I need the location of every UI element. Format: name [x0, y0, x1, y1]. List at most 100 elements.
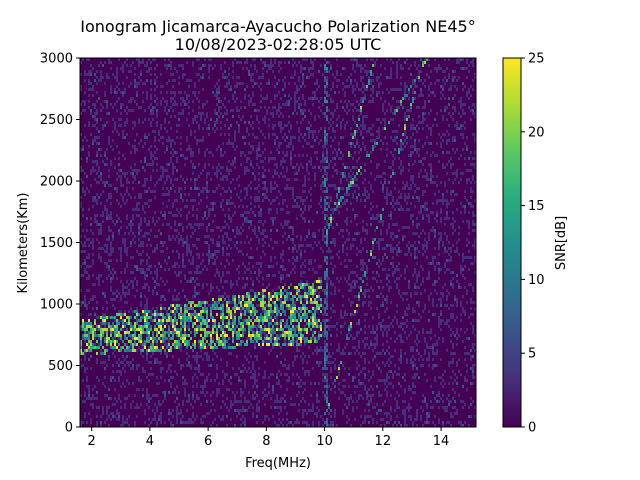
- heatmap-cell: [126, 355, 128, 358]
- heatmap-cell: [304, 343, 306, 346]
- heatmap-cell: [236, 226, 238, 229]
- heatmap-cell: [224, 190, 226, 193]
- heatmap-cell: [158, 331, 160, 334]
- heatmap-cell: [218, 169, 220, 172]
- heatmap-cell: [122, 67, 124, 70]
- heatmap-cell: [162, 169, 164, 172]
- heatmap-cell: [312, 421, 314, 424]
- heatmap-cell: [224, 376, 226, 379]
- heatmap-cell: [102, 220, 104, 223]
- heatmap-cell: [92, 247, 94, 250]
- heatmap-cell: [80, 88, 82, 91]
- heatmap-cell: [294, 136, 296, 139]
- heatmap-cell: [194, 271, 196, 274]
- heatmap-cell: [290, 298, 292, 301]
- heatmap-cell: [212, 127, 214, 130]
- heatmap-cell: [258, 148, 260, 151]
- heatmap-cell: [218, 298, 220, 301]
- heatmap-cell: [128, 232, 130, 235]
- heatmap-cell: [252, 325, 254, 328]
- heatmap-cell: [314, 58, 316, 61]
- heatmap-cell: [332, 241, 334, 244]
- heatmap-cell: [94, 328, 96, 331]
- heatmap-cell: [148, 394, 150, 397]
- heatmap-cell: [216, 82, 218, 85]
- heatmap-cell: [274, 61, 276, 64]
- heatmap-cell: [296, 178, 298, 181]
- heatmap-cell: [326, 400, 328, 403]
- heatmap-cell: [216, 334, 218, 337]
- heatmap-cell: [324, 169, 326, 172]
- heatmap-cell: [250, 310, 252, 313]
- heatmap-cell: [206, 115, 208, 118]
- heatmap-cell: [98, 316, 100, 319]
- heatmap-cell: [184, 334, 186, 337]
- heatmap-cell: [308, 310, 310, 313]
- heatmap-cell: [240, 388, 242, 391]
- heatmap-cell: [322, 424, 324, 427]
- heatmap-cell: [174, 79, 176, 82]
- heatmap-cell: [276, 397, 278, 400]
- heatmap-cell: [220, 298, 222, 301]
- heatmap-cell: [176, 295, 178, 298]
- heatmap-cell: [190, 148, 192, 151]
- heatmap-cell: [246, 340, 248, 343]
- heatmap-cell: [328, 226, 330, 229]
- heatmap-cell: [120, 406, 122, 409]
- heatmap-cell: [254, 175, 256, 178]
- heatmap-cell: [220, 67, 222, 70]
- heatmap-cell: [194, 400, 196, 403]
- heatmap-cell: [190, 130, 192, 133]
- heatmap-cell: [272, 187, 274, 190]
- heatmap-cell: [280, 313, 282, 316]
- heatmap-cell: [312, 301, 314, 304]
- heatmap-cell: [252, 364, 254, 367]
- heatmap-cell: [228, 199, 230, 202]
- heatmap-cell: [316, 151, 318, 154]
- heatmap-cell: [114, 331, 116, 334]
- heatmap-cell: [164, 100, 166, 103]
- heatmap-cell: [330, 118, 332, 121]
- heatmap-cell: [144, 274, 146, 277]
- heatmap-cell: [258, 334, 260, 337]
- heatmap-cell: [160, 241, 162, 244]
- heatmap-cell: [280, 130, 282, 133]
- heatmap-cell: [242, 214, 244, 217]
- heatmap-cell: [190, 154, 192, 157]
- heatmap-cell: [264, 61, 266, 64]
- heatmap-cell: [104, 385, 106, 388]
- heatmap-cell: [180, 328, 182, 331]
- heatmap-cell: [304, 373, 306, 376]
- heatmap-cell: [84, 79, 86, 82]
- heatmap-cell: [298, 313, 300, 316]
- heatmap-cell: [224, 76, 226, 79]
- heatmap-cell: [124, 322, 126, 325]
- heatmap-cell: [314, 259, 316, 262]
- heatmap-cell: [284, 325, 286, 328]
- heatmap-cell: [270, 304, 272, 307]
- heatmap-cell: [228, 187, 230, 190]
- heatmap-cell: [104, 61, 106, 64]
- heatmap-cell: [322, 238, 324, 241]
- heatmap-cell: [118, 232, 120, 235]
- heatmap-cell: [178, 298, 180, 301]
- heatmap-cell: [130, 367, 132, 370]
- heatmap-cell: [312, 331, 314, 334]
- heatmap-cell: [252, 211, 254, 214]
- heatmap-cell: [264, 313, 266, 316]
- heatmap-cell: [302, 73, 304, 76]
- heatmap-cell: [150, 337, 152, 340]
- heatmap-cell: [316, 361, 318, 364]
- heatmap-cell: [150, 94, 152, 97]
- heatmap-cell: [312, 286, 314, 289]
- heatmap-cell: [110, 271, 112, 274]
- heatmap-cell: [228, 298, 230, 301]
- heatmap-cell: [256, 262, 258, 265]
- heatmap-cell: [292, 205, 294, 208]
- heatmap-cell: [254, 196, 256, 199]
- heatmap-cell: [230, 109, 232, 112]
- heatmap-cell: [292, 424, 294, 427]
- heatmap-cell: [156, 148, 158, 151]
- heatmap-cell: [304, 217, 306, 220]
- heatmap-cell: [256, 403, 258, 406]
